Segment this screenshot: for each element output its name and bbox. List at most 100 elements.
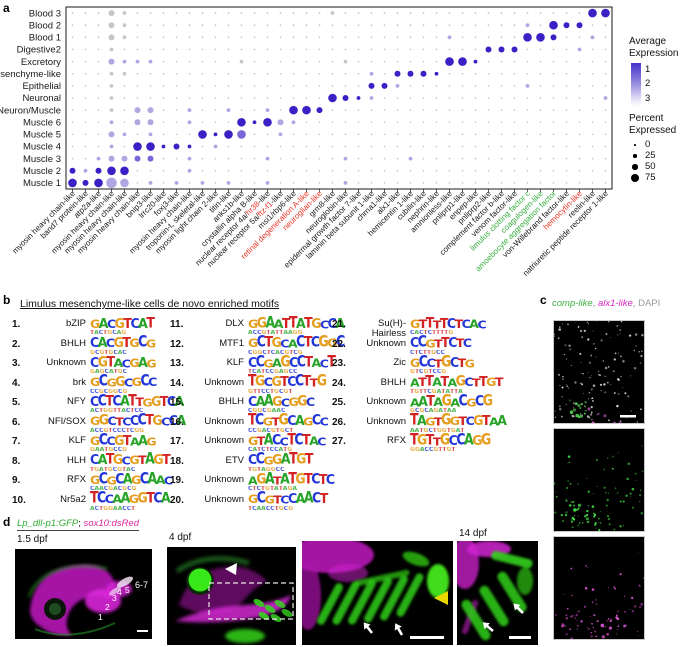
expression-dot	[448, 157, 451, 160]
signal-speck	[615, 616, 619, 619]
signal-speck	[622, 387, 623, 389]
expression-dot	[227, 72, 230, 75]
expression-dot	[370, 145, 373, 148]
expression-dot	[214, 169, 217, 172]
expression-dot	[461, 72, 464, 75]
expression-dot	[409, 121, 412, 124]
expression-dot	[536, 33, 545, 42]
signal-speck	[627, 395, 630, 398]
signal-speck	[596, 635, 598, 637]
expression-dot	[368, 82, 375, 89]
nt-letter: C	[122, 415, 131, 428]
signal-speck	[616, 324, 619, 328]
signal-speck	[604, 366, 608, 370]
expression-dot	[84, 157, 87, 160]
expression-dot	[227, 121, 230, 124]
signal-speck	[588, 361, 591, 364]
expression-dot	[266, 48, 269, 51]
expression-dot	[147, 155, 154, 162]
expression-dot	[383, 133, 386, 136]
expression-dot	[552, 12, 555, 14]
motif-number: 6.	[12, 416, 21, 428]
row-label: Blood 3	[29, 8, 61, 19]
nt-letter: C	[311, 410, 321, 429]
expression-dot	[604, 182, 607, 184]
nt-letter-small: G	[103, 427, 109, 434]
expression-dot	[552, 72, 555, 75]
nt-letter-small: C	[94, 388, 99, 395]
expression-dot	[474, 12, 477, 14]
signal-speck	[635, 480, 637, 481]
signal-speck	[636, 630, 639, 633]
signal-speck	[561, 396, 563, 398]
nt-letter: G	[145, 337, 156, 350]
expression-dot	[201, 60, 204, 63]
expression-dot	[604, 24, 607, 27]
expression-dot	[513, 109, 516, 112]
expression-dot	[487, 60, 490, 63]
signal-speck	[554, 482, 556, 485]
nt-letter-small: C	[248, 486, 253, 492]
signal-speck	[630, 410, 632, 412]
expression-dot	[591, 60, 594, 63]
signal-speck	[607, 515, 609, 518]
row-label: Blood 1	[29, 33, 61, 44]
signal-speck	[554, 335, 555, 338]
expression-dot	[474, 84, 477, 87]
nt-letter: A	[263, 428, 274, 448]
signal-speck	[639, 362, 642, 364]
signal-speck	[570, 520, 574, 523]
motif-number: 24.	[332, 377, 346, 389]
nt-letter: T	[309, 376, 318, 389]
nt-letter: C	[137, 409, 147, 429]
expression-dot	[162, 24, 165, 27]
expression-dot	[279, 72, 282, 75]
nt-letter: T	[425, 371, 433, 390]
nt-letter-small: G	[423, 427, 429, 434]
expression-dot	[175, 60, 178, 63]
expression-dot	[513, 121, 516, 124]
signal-speck	[555, 491, 557, 493]
nt-letter-small: C	[256, 486, 261, 492]
motif-family-name: Nr5a2	[60, 493, 86, 505]
signal-speck	[591, 505, 595, 508]
expression-dot	[357, 157, 360, 160]
expression-dot	[526, 182, 529, 184]
expression-dot	[278, 132, 283, 137]
nt-letter-small: G	[266, 408, 272, 414]
nt-letter-small: A	[94, 330, 99, 336]
nt-letter-small: A	[256, 505, 262, 512]
motif-family-name: BHLH	[380, 376, 406, 388]
signal-speck	[631, 506, 635, 509]
nt-letter: G	[153, 451, 163, 468]
nt-letter-small: C	[125, 408, 131, 414]
nt-letter-small: T	[131, 505, 136, 512]
nt-letter-small: T	[252, 388, 258, 395]
row-label: Muscle 2	[23, 166, 61, 177]
expression-dot	[188, 12, 191, 14]
expression-dot	[97, 109, 100, 112]
expression-dot	[344, 169, 347, 172]
nt-letter: T	[425, 313, 434, 331]
expression-dot	[526, 12, 529, 14]
expression-dot	[200, 181, 205, 185]
nt-letter-small: T	[257, 447, 262, 453]
nt-letter-small: T	[431, 330, 437, 336]
expression-dot	[526, 133, 529, 136]
nt-letter: G	[90, 375, 100, 389]
nt-letter-small: T	[414, 349, 419, 356]
expression-dot	[214, 121, 217, 124]
motif-row: 9. RFX G C G C A G C A A C C A A C G A C G C G	[12, 470, 185, 492]
nt-letter: C	[296, 350, 306, 370]
expression-dot	[461, 145, 464, 148]
nt-letter: A	[138, 353, 148, 370]
nt-letter-small: A	[278, 447, 284, 453]
signal-speck	[559, 408, 562, 411]
expression-dot	[318, 133, 321, 136]
signal-speck	[634, 605, 637, 608]
